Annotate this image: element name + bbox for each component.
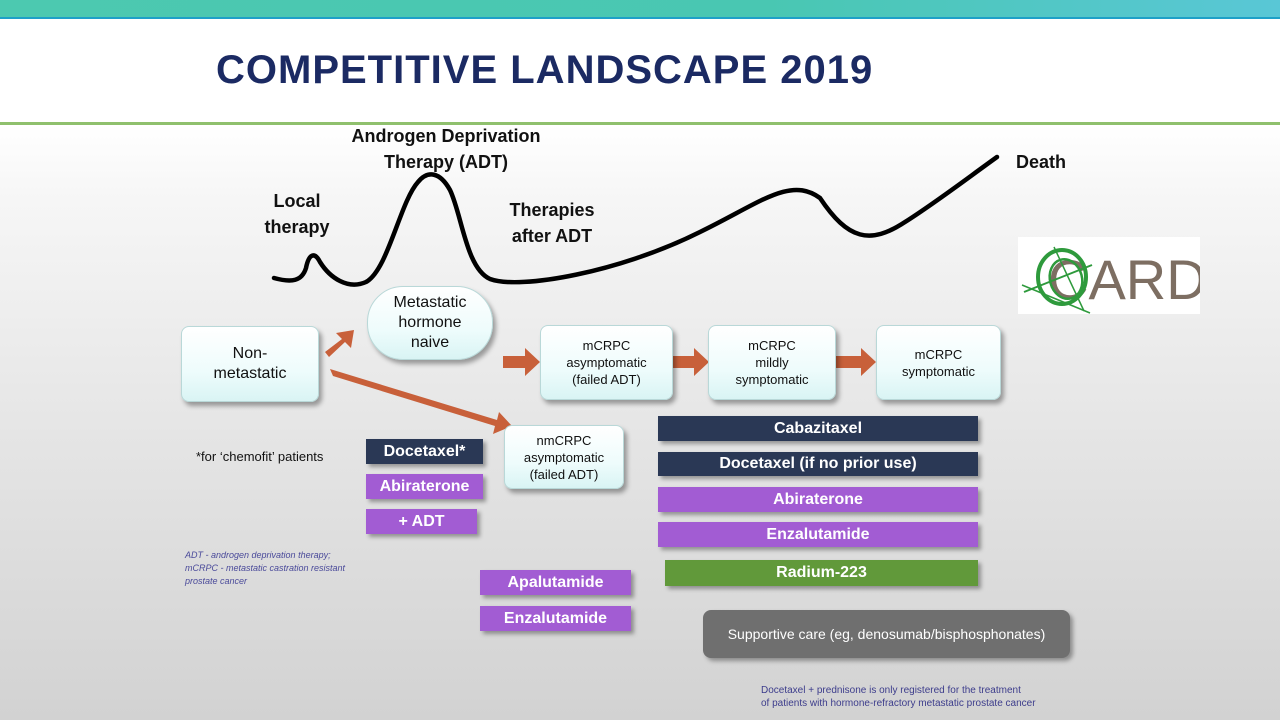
box-nonmet-line-1: Non- — [232, 345, 268, 362]
bar-apalutamide: Apalutamide — [480, 570, 631, 595]
stage-after-adt: Therapies after ADT — [502, 197, 602, 249]
header-divider — [0, 122, 1280, 125]
arrow-mhn-to-asym — [503, 348, 540, 376]
footer-line-1: Docetaxel + prednisone is only registere… — [761, 685, 1021, 696]
stage-adt-line-2: Therapy (ADT) — [383, 152, 508, 172]
abbr-line-2: mCRPC - metastatic castration resistant — [185, 563, 346, 573]
stage-adt: Androgen Deprivation Therapy (ADT) — [342, 123, 550, 175]
box-mcrpc-asymptomatic: mCRPC asymptomatic (failed ADT) — [540, 325, 673, 400]
abbr-line-1: ADT - androgen deprivation therapy; — [185, 550, 331, 560]
box-nonmet-line-2: metastatic — [213, 365, 287, 382]
abbreviations-note: ADT - androgen deprivation therapy; mCRP… — [185, 549, 345, 588]
bar-enzalutamide-left: Enzalutamide — [480, 606, 631, 631]
bar-cabazitaxel: Cabazitaxel — [658, 416, 978, 441]
stage-death: Death — [1016, 152, 1067, 172]
arrow-nonmet-to-mhn — [325, 330, 354, 357]
bar-supportive-care: Supportive care (eg, denosumab/bisphosph… — [703, 610, 1070, 658]
stage-after-line-1: Therapies — [509, 200, 595, 220]
bar-plus-adt: + ADT — [366, 509, 477, 534]
stage-adt-line-1: Androgen Deprivation — [351, 126, 541, 146]
top-accent-line — [0, 17, 1280, 19]
top-accent-bar — [0, 0, 1280, 17]
box-nmcrpc-line-2: asymptomatic — [523, 449, 605, 465]
box-nmcrpc-line-1: nmCRPC — [536, 432, 592, 448]
box-asym-line-1: mCRPC — [582, 338, 631, 353]
stage-local-line-1: Local — [273, 191, 321, 211]
box-sym-line-1: mCRPC — [914, 346, 963, 362]
box-sym-line-2: symptomatic — [902, 363, 975, 379]
arrow-group — [325, 330, 876, 434]
box-mild-line-2: mildly — [755, 355, 789, 370]
card-logo: CARD — [1018, 237, 1207, 314]
stage-local-line-2: therapy — [264, 217, 330, 237]
bar-docetaxel-star: Docetaxel* — [366, 439, 483, 464]
chemofit-note: *for ‘chemofit’ patients — [196, 449, 324, 464]
footer-note: Docetaxel + prednisone is only registere… — [761, 684, 1036, 710]
box-nmcrpc: nmCRPC asymptomatic (failed ADT) — [504, 425, 624, 489]
bar-docetaxel-no-prior: Docetaxel (if no prior use) — [658, 452, 978, 476]
bar-enzalutamide-right: Enzalutamide — [658, 522, 978, 547]
box-mild-line-1: mCRPC — [748, 338, 796, 353]
box-nmcrpc-line-3: (failed ADT) — [529, 466, 599, 482]
bar-abiraterone-left: Abiraterone — [366, 474, 483, 499]
arrow-asym-to-mild — [673, 348, 709, 376]
bar-radium-223: Radium-223 — [665, 560, 978, 586]
arrow-nonmet-to-nmcrpc — [330, 369, 512, 434]
card-logo-graphic: CARD — [1021, 246, 1207, 314]
box-mhn-line-3: naive — [410, 334, 450, 351]
footer-line-2: of patients with hormone-refractory meta… — [761, 698, 1036, 709]
box-asym-line-3: (failed ADT) — [572, 372, 641, 387]
box-mcrpc-symptomatic: mCRPC symptomatic — [876, 325, 1001, 400]
box-mhn-line-2: hormone — [398, 314, 462, 331]
box-mild-line-3: symptomatic — [735, 372, 809, 387]
arrow-mild-to-sym — [836, 348, 876, 376]
bar-abiraterone-right: Abiraterone — [658, 487, 978, 512]
box-non-metastatic: Non- metastatic — [181, 326, 319, 402]
abbr-line-3: prostate cancer — [185, 576, 248, 586]
box-mcrpc-mildly-symptomatic: mCRPC mildly symptomatic — [708, 325, 836, 400]
page-title: COMPETITIVE LANDSCAPE 2019 — [216, 48, 874, 92]
box-mhn-line-1: Metastatic — [393, 294, 467, 311]
box-metastatic-hormone-naive: Metastatic hormone naive — [367, 286, 493, 360]
stage-after-line-2: after ADT — [511, 226, 593, 246]
stage-local-therapy: Local therapy — [258, 188, 336, 240]
box-asym-line-2: asymptomatic — [566, 355, 647, 370]
